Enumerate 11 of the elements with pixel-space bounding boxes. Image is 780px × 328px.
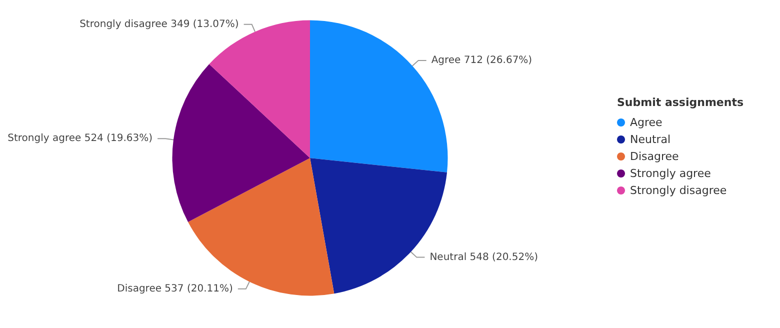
legend-label: Strongly disagree bbox=[630, 184, 727, 197]
category-label: Neutral 548 (20.52%) bbox=[430, 252, 538, 263]
legend-title: Submit assignments bbox=[617, 96, 744, 109]
category-label: Strongly agree 524 (19.63%) bbox=[8, 133, 153, 144]
category-label: Disagree 537 (20.11%) bbox=[117, 283, 233, 294]
legend-label: Neutral bbox=[630, 133, 671, 146]
category-label: Strongly disagree 349 (13.07%) bbox=[80, 18, 239, 30]
category-label: Agree 712 (26.67%) bbox=[431, 54, 532, 66]
legend-label: Disagree bbox=[630, 150, 680, 163]
legend-label: Agree bbox=[630, 116, 663, 129]
legend-label: Strongly agree bbox=[630, 167, 712, 180]
